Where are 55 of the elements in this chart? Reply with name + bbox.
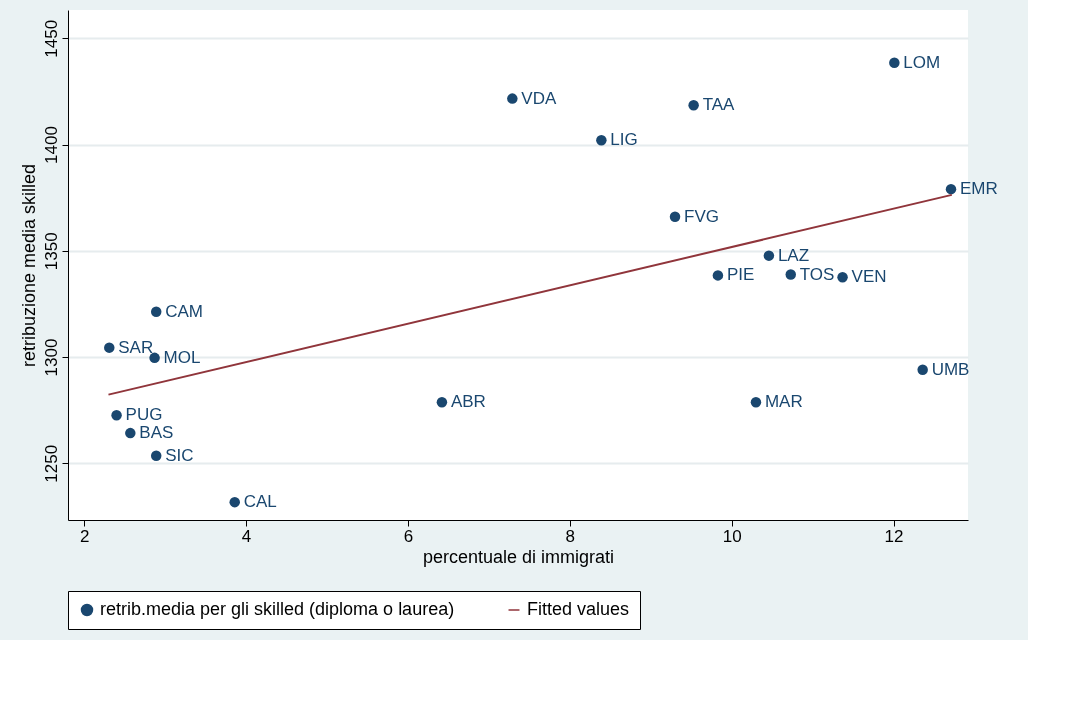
point — [150, 450, 162, 462]
x-tick-label: 10 — [722, 526, 742, 546]
point — [111, 410, 122, 421]
point — [688, 99, 699, 111]
x-tick-label: 4 — [241, 526, 252, 546]
point — [436, 397, 448, 408]
y-axis-title: retribuzione media skilled — [18, 163, 39, 368]
point — [763, 250, 775, 261]
y-tick-label: 1350 — [41, 232, 61, 271]
point — [945, 183, 957, 195]
data-label: CAL — [243, 492, 277, 512]
data-label: MOL — [163, 347, 201, 367]
data-label: SIC — [165, 445, 194, 465]
data-label: MAR — [764, 392, 803, 412]
point — [104, 342, 115, 353]
data-label: LIG — [610, 130, 638, 150]
point — [750, 397, 762, 408]
point — [917, 364, 928, 375]
y-tick-label: 1250 — [41, 444, 61, 483]
x-tick-label: 12 — [884, 526, 904, 546]
data-label: TAA — [702, 95, 736, 115]
point — [149, 352, 160, 364]
data-label: LAZ — [777, 245, 810, 265]
data-label: UMB — [931, 359, 970, 379]
x-tick-label: 2 — [79, 526, 90, 546]
data-label: TOS — [799, 264, 835, 284]
y-tick-label: 1450 — [41, 19, 61, 58]
legend-label: Fitted values — [527, 599, 630, 619]
data-label: LOM — [903, 52, 941, 72]
x-axis-title: percentuale di immigrati — [422, 546, 615, 567]
point — [785, 269, 796, 280]
legend-label: retrib.media per gli skilled (diploma o laurea) — [100, 599, 455, 619]
data-label: VDA — [521, 88, 557, 108]
data-label: CAM — [165, 301, 203, 321]
x-tick-label: 8 — [565, 526, 576, 546]
x-tick-label: 6 — [403, 526, 414, 546]
point — [596, 135, 607, 146]
y-tick-label: 1400 — [41, 126, 61, 164]
point — [150, 306, 162, 317]
y-tick-label: 1300 — [41, 338, 61, 377]
point — [507, 93, 518, 104]
data-label: PUG — [125, 405, 163, 425]
data-label: SAR — [118, 337, 154, 357]
data-label: ABR — [450, 392, 486, 412]
data-label: VEN — [851, 267, 887, 287]
point — [125, 427, 136, 439]
point — [837, 272, 848, 283]
point — [229, 496, 240, 508]
data-label: EMR — [960, 179, 998, 199]
point — [889, 57, 900, 68]
point — [712, 270, 724, 281]
data-label: PIE — [726, 265, 755, 285]
data-label: BAS — [139, 423, 174, 443]
data-label: FVG — [684, 206, 719, 226]
point — [669, 211, 681, 222]
